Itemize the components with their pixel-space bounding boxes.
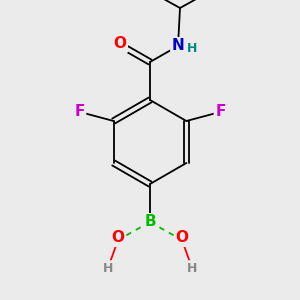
Text: H: H (187, 262, 197, 275)
Text: F: F (215, 103, 226, 118)
Text: H: H (187, 43, 197, 56)
Text: O: O (176, 230, 188, 245)
Text: B: B (144, 214, 156, 230)
Text: O: O (112, 230, 124, 245)
Text: F: F (74, 103, 85, 118)
Text: H: H (103, 262, 113, 275)
Text: N: N (172, 38, 184, 53)
Text: O: O (113, 37, 127, 52)
